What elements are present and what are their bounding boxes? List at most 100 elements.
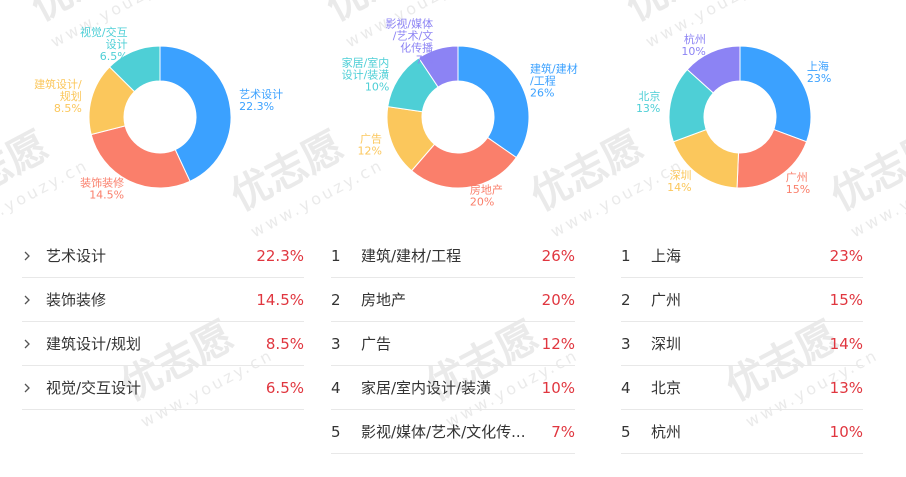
list-item-percent: 14.5% bbox=[256, 290, 304, 309]
rank-number: 1 bbox=[621, 246, 631, 265]
rank-number: 4 bbox=[331, 378, 341, 397]
list-item-name: 建筑设计/规划 bbox=[46, 335, 142, 353]
list-item[interactable]: 1 上海 23% bbox=[621, 234, 863, 278]
slice-percent: 26% bbox=[530, 86, 554, 99]
donut-chart-svg: 建筑/建材/工程 26%房地产 20%广告 12%家居/室内设计/装潢 10%影视/媒体… bbox=[342, 16, 578, 208]
donut-chart-sectors: 建筑/建材/工程 26% 房地产 20% 广告 12% 家居/室内设计/装潢 10% 影视/媒体… bbox=[302, 0, 604, 225]
slice-label: 北京 13% bbox=[636, 89, 660, 115]
slice-label: 视觉/交互设计 6.5% bbox=[80, 25, 128, 63]
list-item[interactable]: 5 杭州 10% bbox=[621, 410, 863, 454]
slice-label: 杭州 10% bbox=[681, 32, 705, 58]
ranking-list-sectors: 1 建筑/建材/工程 26% 2 房地产 20% 3 广告 12% 4 家居/室… bbox=[331, 234, 575, 454]
slice-name: 规划 bbox=[60, 89, 82, 103]
ranking-list-cities: 1 上海 23% 2 广州 15% 3 深圳 14% 4 北京 13% 5 杭州… bbox=[621, 234, 863, 454]
list-item[interactable]: 2 房地产 20% bbox=[331, 278, 575, 322]
list-item-name: 房地产 bbox=[361, 291, 407, 309]
list-item[interactable]: 视觉/交互设计 6.5% bbox=[22, 366, 304, 410]
slice-name: 影视/媒体 bbox=[385, 16, 433, 30]
list-item[interactable]: 2 广州 15% bbox=[621, 278, 863, 322]
list-item[interactable]: 3 深圳 14% bbox=[621, 322, 863, 366]
donut-slice[interactable] bbox=[159, 45, 232, 183]
donut-chart-industries: 艺术设计 22.3% 装饰装修 14.5% 建筑设计/规划 8.5% 视觉/交互设计 6.5% bbox=[0, 0, 302, 225]
list-item-name: 北京 bbox=[651, 379, 682, 397]
slice-percent: 14.5% bbox=[89, 188, 124, 201]
chevron-right-icon bbox=[22, 294, 46, 306]
chevron-right-icon bbox=[22, 250, 46, 262]
rank-number: 2 bbox=[621, 290, 631, 309]
slice-name: 房地产 bbox=[470, 182, 503, 196]
slice-name: 建筑/建材 bbox=[530, 61, 578, 75]
rank-number: 2 bbox=[331, 290, 341, 309]
list-item[interactable]: 艺术设计 22.3% bbox=[22, 234, 304, 278]
list-item-name: 杭州 bbox=[651, 423, 682, 441]
slice-name: 广州 bbox=[786, 171, 808, 184]
slice-label: 建筑/建材/工程 26% bbox=[530, 61, 578, 99]
slice-label: 装饰装修 14.5% bbox=[80, 175, 124, 201]
list-item[interactable]: 4 北京 13% bbox=[621, 366, 863, 410]
list-item-percent: 20% bbox=[541, 290, 575, 309]
list-item-name: 家居/室内设计/装潢 bbox=[361, 379, 492, 397]
slice-name: /工程 bbox=[530, 74, 556, 87]
rank-number: 3 bbox=[331, 334, 341, 353]
list-item-name: 视觉/交互设计 bbox=[46, 379, 142, 397]
list-item-name: 影视/媒体/艺术/文化传... bbox=[361, 423, 526, 441]
slice-name: 化传播 bbox=[400, 40, 433, 54]
slice-name: 杭州 bbox=[684, 32, 706, 46]
list-item[interactable]: 建筑设计/规划 8.5% bbox=[22, 322, 304, 366]
list-item[interactable]: 4 家居/室内设计/装潢 10% bbox=[331, 366, 575, 410]
slice-label: 建筑设计/规划 8.5% bbox=[34, 77, 82, 115]
slice-percent: 12% bbox=[358, 145, 382, 158]
list-item-percent: 8.5% bbox=[265, 334, 304, 353]
slice-label: 深圳 14% bbox=[667, 169, 691, 194]
list-item[interactable]: 装饰装修 14.5% bbox=[22, 278, 304, 322]
donut-slice[interactable] bbox=[108, 45, 161, 93]
list-item-percent: 15% bbox=[829, 290, 863, 309]
slice-name: 艺术设计 bbox=[239, 88, 283, 101]
rank-number: 3 bbox=[621, 334, 631, 353]
slice-percent: 22.3% bbox=[239, 100, 274, 113]
donut-slice[interactable] bbox=[686, 45, 741, 94]
list-item-percent: 13% bbox=[829, 378, 863, 397]
slice-label: 广告 12% bbox=[358, 133, 382, 158]
slice-label: 影视/媒体/艺术/文化传播 7% bbox=[385, 16, 433, 66]
slice-name: 北京 bbox=[638, 89, 660, 103]
list-item-percent: 6.5% bbox=[265, 378, 304, 397]
list-item[interactable]: 3 广告 12% bbox=[331, 322, 575, 366]
donut-slice[interactable] bbox=[457, 45, 530, 159]
slice-label: 广州 15% bbox=[786, 171, 810, 196]
list-item[interactable]: 1 建筑/建材/工程 26% bbox=[331, 234, 575, 278]
slice-percent: 15% bbox=[786, 183, 810, 196]
chevron-right-icon bbox=[22, 382, 46, 394]
slice-percent: 6.5% bbox=[100, 50, 128, 63]
donut-slice[interactable] bbox=[739, 45, 812, 143]
list-item-percent: 12% bbox=[541, 334, 575, 353]
slice-percent: 7% bbox=[416, 53, 433, 66]
slice-percent: 10% bbox=[681, 45, 705, 58]
slice-name: 家居/室内 bbox=[342, 56, 390, 70]
slice-name: 视觉/交互 bbox=[80, 25, 128, 39]
slice-name: 深圳 bbox=[670, 169, 692, 182]
list-item-percent: 14% bbox=[829, 334, 863, 353]
list-item-percent: 10% bbox=[829, 422, 863, 441]
list-item-percent: 7% bbox=[551, 422, 575, 441]
donut-slice[interactable] bbox=[418, 45, 459, 88]
rank-number: 5 bbox=[621, 422, 631, 441]
slice-name: 设计/装潢 bbox=[342, 69, 390, 82]
slice-label: 艺术设计 22.3% bbox=[239, 88, 283, 113]
list-item-name: 建筑/建材/工程 bbox=[361, 247, 462, 265]
slice-name: 建筑设计/ bbox=[34, 77, 82, 91]
slice-label: 家居/室内设计/装潢 10% bbox=[342, 56, 390, 94]
donut-chart-svg: 艺术设计 22.3% 装饰装修 14.5% 建筑设计/规划 8.5% 视觉/交互设计 6.5% bbox=[34, 25, 283, 201]
list-item[interactable]: 5 影视/媒体/艺术/文化传... 7% bbox=[331, 410, 575, 454]
slice-name: 装饰装修 bbox=[80, 175, 124, 189]
list-item-name: 广告 bbox=[361, 335, 392, 353]
list-item-percent: 10% bbox=[541, 378, 575, 397]
donut-slice[interactable] bbox=[90, 125, 191, 189]
slice-name: 广告 bbox=[360, 133, 382, 146]
slice-label: 上海 23% bbox=[807, 59, 831, 85]
slice-percent: 10% bbox=[365, 81, 389, 94]
rank-number: 5 bbox=[331, 422, 341, 441]
slice-percent: 14% bbox=[667, 181, 691, 194]
donut-chart-cities: 上海 23% 广州 15% 深圳 14% 北京 13% 杭州 10% bbox=[604, 0, 906, 225]
list-item-percent: 22.3% bbox=[256, 246, 304, 265]
